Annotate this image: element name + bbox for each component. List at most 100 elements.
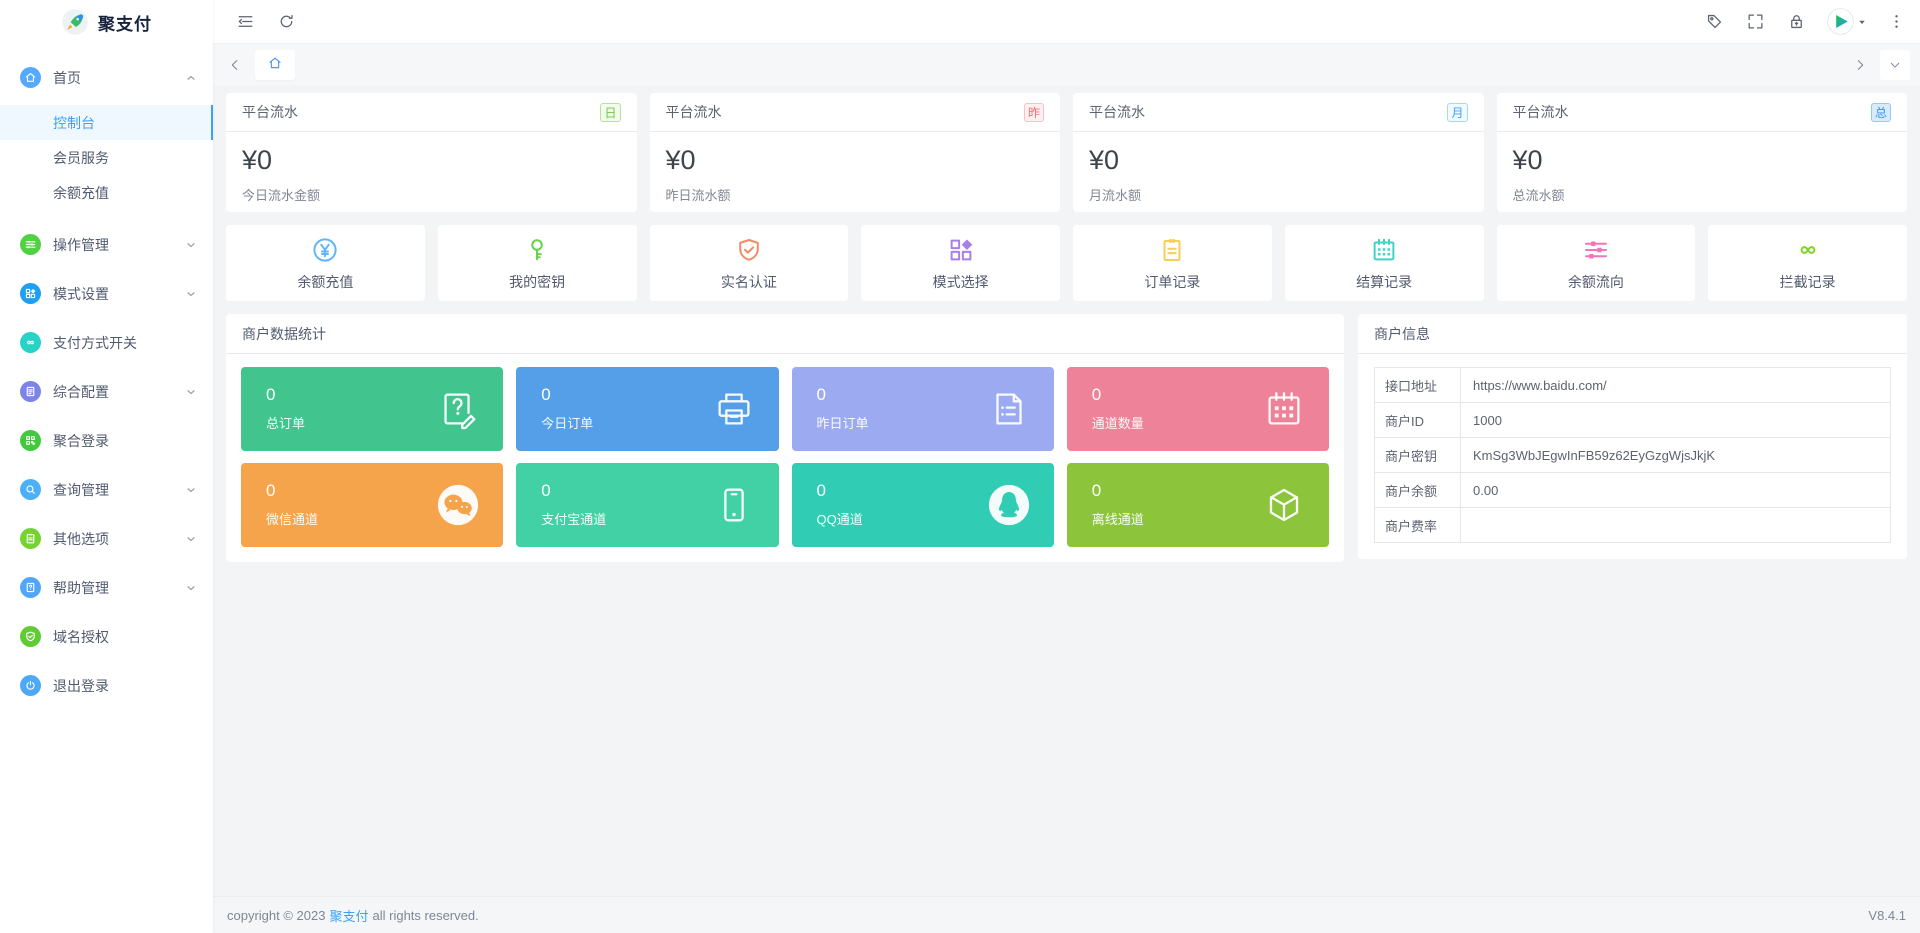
sidebar-item-label: 查询管理 bbox=[53, 481, 109, 498]
sidebar-item-home[interactable]: 首页 bbox=[0, 53, 213, 102]
calendar-icon bbox=[1261, 386, 1307, 432]
stat-card-label: 昨日流水额 bbox=[665, 188, 731, 203]
stat-card-0: 平台流水 日 ¥0 今日流水金额 bbox=[226, 93, 637, 212]
stat-card-label: 今日流水金额 bbox=[242, 188, 321, 203]
tile-cube[interactable]: 0 离线通道 bbox=[1066, 463, 1329, 547]
info-row-value: 1000 bbox=[1460, 402, 1891, 438]
info-row-value: 0.00 bbox=[1460, 472, 1891, 508]
tile-label: 昨日订单 bbox=[816, 416, 869, 431]
sidebar-subitem[interactable]: 控制台 bbox=[0, 105, 213, 140]
merchant-stats-title: 商户数据统计 bbox=[226, 314, 1344, 354]
tile-printer[interactable]: 0 今日订单 bbox=[516, 367, 779, 451]
shortcut-label: 余额充值 bbox=[297, 273, 354, 290]
sidebar: 聚支付 首页 控制台会员服务余额充值操作管理模式设置支付方式开关综合配置聚合登录查… bbox=[0, 0, 213, 933]
info-row-label: 接口地址 bbox=[1374, 367, 1461, 403]
caret-down-icon[interactable] bbox=[1856, 16, 1868, 28]
lock-icon[interactable] bbox=[1787, 12, 1806, 31]
shortcut-label: 结算记录 bbox=[1356, 273, 1413, 290]
sidebar-item-helpdoc[interactable]: 帮助管理 bbox=[0, 563, 213, 612]
shield-icon bbox=[734, 235, 764, 265]
chevron-left-icon[interactable] bbox=[227, 57, 243, 73]
tile-label: 微信通道 bbox=[266, 512, 319, 527]
tile-wechat[interactable]: 0 微信通道 bbox=[241, 463, 504, 547]
info-row-value bbox=[1460, 507, 1891, 543]
brand-logo[interactable]: 聚支付 bbox=[0, 0, 213, 44]
tile-value: 0 bbox=[816, 385, 826, 404]
phone-icon bbox=[711, 482, 757, 528]
shortcut-yen[interactable]: 余额充值 bbox=[226, 225, 425, 301]
sidebar-menu: 首页 控制台会员服务余额充值操作管理模式设置支付方式开关综合配置聚合登录查询管理其… bbox=[0, 44, 213, 933]
info-row-value: https://www.baidu.com/ bbox=[1460, 367, 1891, 403]
tile-label: 总订单 bbox=[266, 416, 306, 431]
tag-icon[interactable] bbox=[1705, 12, 1724, 31]
yen-icon bbox=[310, 235, 340, 265]
shortcut-shield[interactable]: 实名认证 bbox=[649, 225, 849, 301]
shortcut-clipboard[interactable]: 订单记录 bbox=[1073, 225, 1272, 301]
chevron-down-icon[interactable] bbox=[1880, 49, 1910, 80]
sidebar-item-power[interactable]: 退出登录 bbox=[0, 661, 213, 710]
shortcut-label: 实名认证 bbox=[720, 273, 777, 290]
infinity-icon bbox=[20, 332, 41, 353]
clipboard-icon bbox=[1157, 235, 1187, 265]
blocks-icon bbox=[946, 235, 976, 265]
stat-card-badge: 总 bbox=[1870, 102, 1891, 122]
content: 平台流水日 ¥0 今日流水金额 平台流水昨 ¥0 昨日流水额 平台流水月 ¥0 月流水额 平台流水… bbox=[213, 85, 1920, 896]
sidebar-subitem[interactable]: 会员服务 bbox=[53, 149, 109, 166]
copyright-suffix: all rights reserved. bbox=[372, 907, 479, 923]
info-row-value: KmSg3WbJEgwInFB59z62EyGzgWjsJkjK bbox=[1460, 437, 1891, 473]
shortcut-label: 拦截记录 bbox=[1779, 273, 1836, 290]
sidebar-item-layers[interactable]: 综合配置 bbox=[0, 367, 213, 416]
tile-phone[interactable]: 0 支付宝通道 bbox=[516, 463, 779, 547]
shortcut-key[interactable]: 我的密钥 bbox=[437, 225, 637, 301]
footer-brand-link[interactable]: 聚支付 bbox=[329, 908, 369, 924]
tile-label: 离线通道 bbox=[1091, 512, 1144, 527]
sidebar-item-clipboard[interactable]: 其他选项 bbox=[0, 514, 213, 563]
tile-qq[interactable]: 0 QQ通道 bbox=[791, 463, 1054, 547]
stat-card-value: ¥0 bbox=[1512, 145, 1543, 175]
user-avatar[interactable] bbox=[1827, 8, 1854, 35]
table-row: 商户密钥 KmSg3WbJEgwInFB59z62EyGzgWjsJkjK bbox=[1374, 437, 1891, 473]
shortcut-calendar[interactable]: 结算记录 bbox=[1284, 225, 1484, 301]
chevron-down-icon bbox=[185, 582, 197, 594]
brand-name: 聚支付 bbox=[98, 14, 152, 34]
sidebar-item-label: 其他选项 bbox=[53, 530, 109, 547]
sidebar-item-search[interactable]: 查询管理 bbox=[0, 465, 213, 514]
tile-docq[interactable]: 0 总订单 bbox=[241, 367, 504, 451]
doclist-icon bbox=[986, 386, 1032, 432]
shortcut-row: 余额充值 我的密钥 实名认证 模式选择 订单记录 结算记录 余额流向 拦截记录 bbox=[226, 225, 1907, 301]
fullscreen-icon[interactable] bbox=[1746, 12, 1765, 31]
stat-card-label: 月流水额 bbox=[1089, 188, 1142, 203]
sidebar-item-label: 域名授权 bbox=[53, 628, 109, 645]
refresh-icon[interactable] bbox=[277, 12, 296, 31]
sidebar-item-label: 模式设置 bbox=[53, 285, 109, 302]
tab-home[interactable] bbox=[255, 49, 295, 80]
version-label: V8.4.1 bbox=[1868, 907, 1906, 923]
sidebar-subitem[interactable]: 余额充值 bbox=[53, 184, 109, 201]
tile-value: 0 bbox=[1091, 481, 1102, 500]
stat-card-title: 平台流水 bbox=[1089, 104, 1145, 120]
tile-doclist[interactable]: 0 昨日订单 bbox=[791, 367, 1054, 451]
calendar-icon bbox=[1369, 235, 1399, 265]
chevron-right-icon[interactable] bbox=[1852, 57, 1868, 73]
shortcut-label: 余额流向 bbox=[1567, 273, 1624, 290]
sidebar-item-sliders[interactable]: 操作管理 bbox=[0, 220, 213, 269]
info-row-label: 商户ID bbox=[1374, 402, 1461, 438]
table-row: 商户余额 0.00 bbox=[1374, 472, 1891, 508]
sidebar-item-blocks[interactable]: 模式设置 bbox=[0, 269, 213, 318]
tile-calendar[interactable]: 0 通道数量 bbox=[1066, 367, 1329, 451]
sidebar-item-infinity[interactable]: 支付方式开关 bbox=[0, 318, 213, 367]
tile-label: 今日订单 bbox=[541, 416, 594, 431]
chevron-down-icon bbox=[185, 239, 197, 251]
main-column: 平台流水日 ¥0 今日流水金额 平台流水昨 ¥0 昨日流水额 平台流水月 ¥0 月流水额 平台流水… bbox=[213, 0, 1920, 933]
tile-label: 支付宝通道 bbox=[541, 512, 607, 527]
shortcut-blocks[interactable]: 模式选择 bbox=[861, 225, 1060, 301]
collapse-sidebar-icon[interactable] bbox=[236, 12, 255, 31]
shortcut-sliders[interactable]: 余额流向 bbox=[1496, 225, 1696, 301]
shortcut-infinity[interactable]: 拦截记录 bbox=[1708, 225, 1907, 301]
sidebar-item-qr[interactable]: 聚合登录 bbox=[0, 416, 213, 465]
sidebar-item-shield[interactable]: 域名授权 bbox=[0, 612, 213, 661]
more-vertical-icon[interactable] bbox=[1887, 12, 1906, 31]
sidebar-item-label: 综合配置 bbox=[53, 383, 109, 400]
infinity-icon bbox=[1793, 235, 1823, 265]
stat-card-title: 平台流水 bbox=[665, 104, 722, 120]
